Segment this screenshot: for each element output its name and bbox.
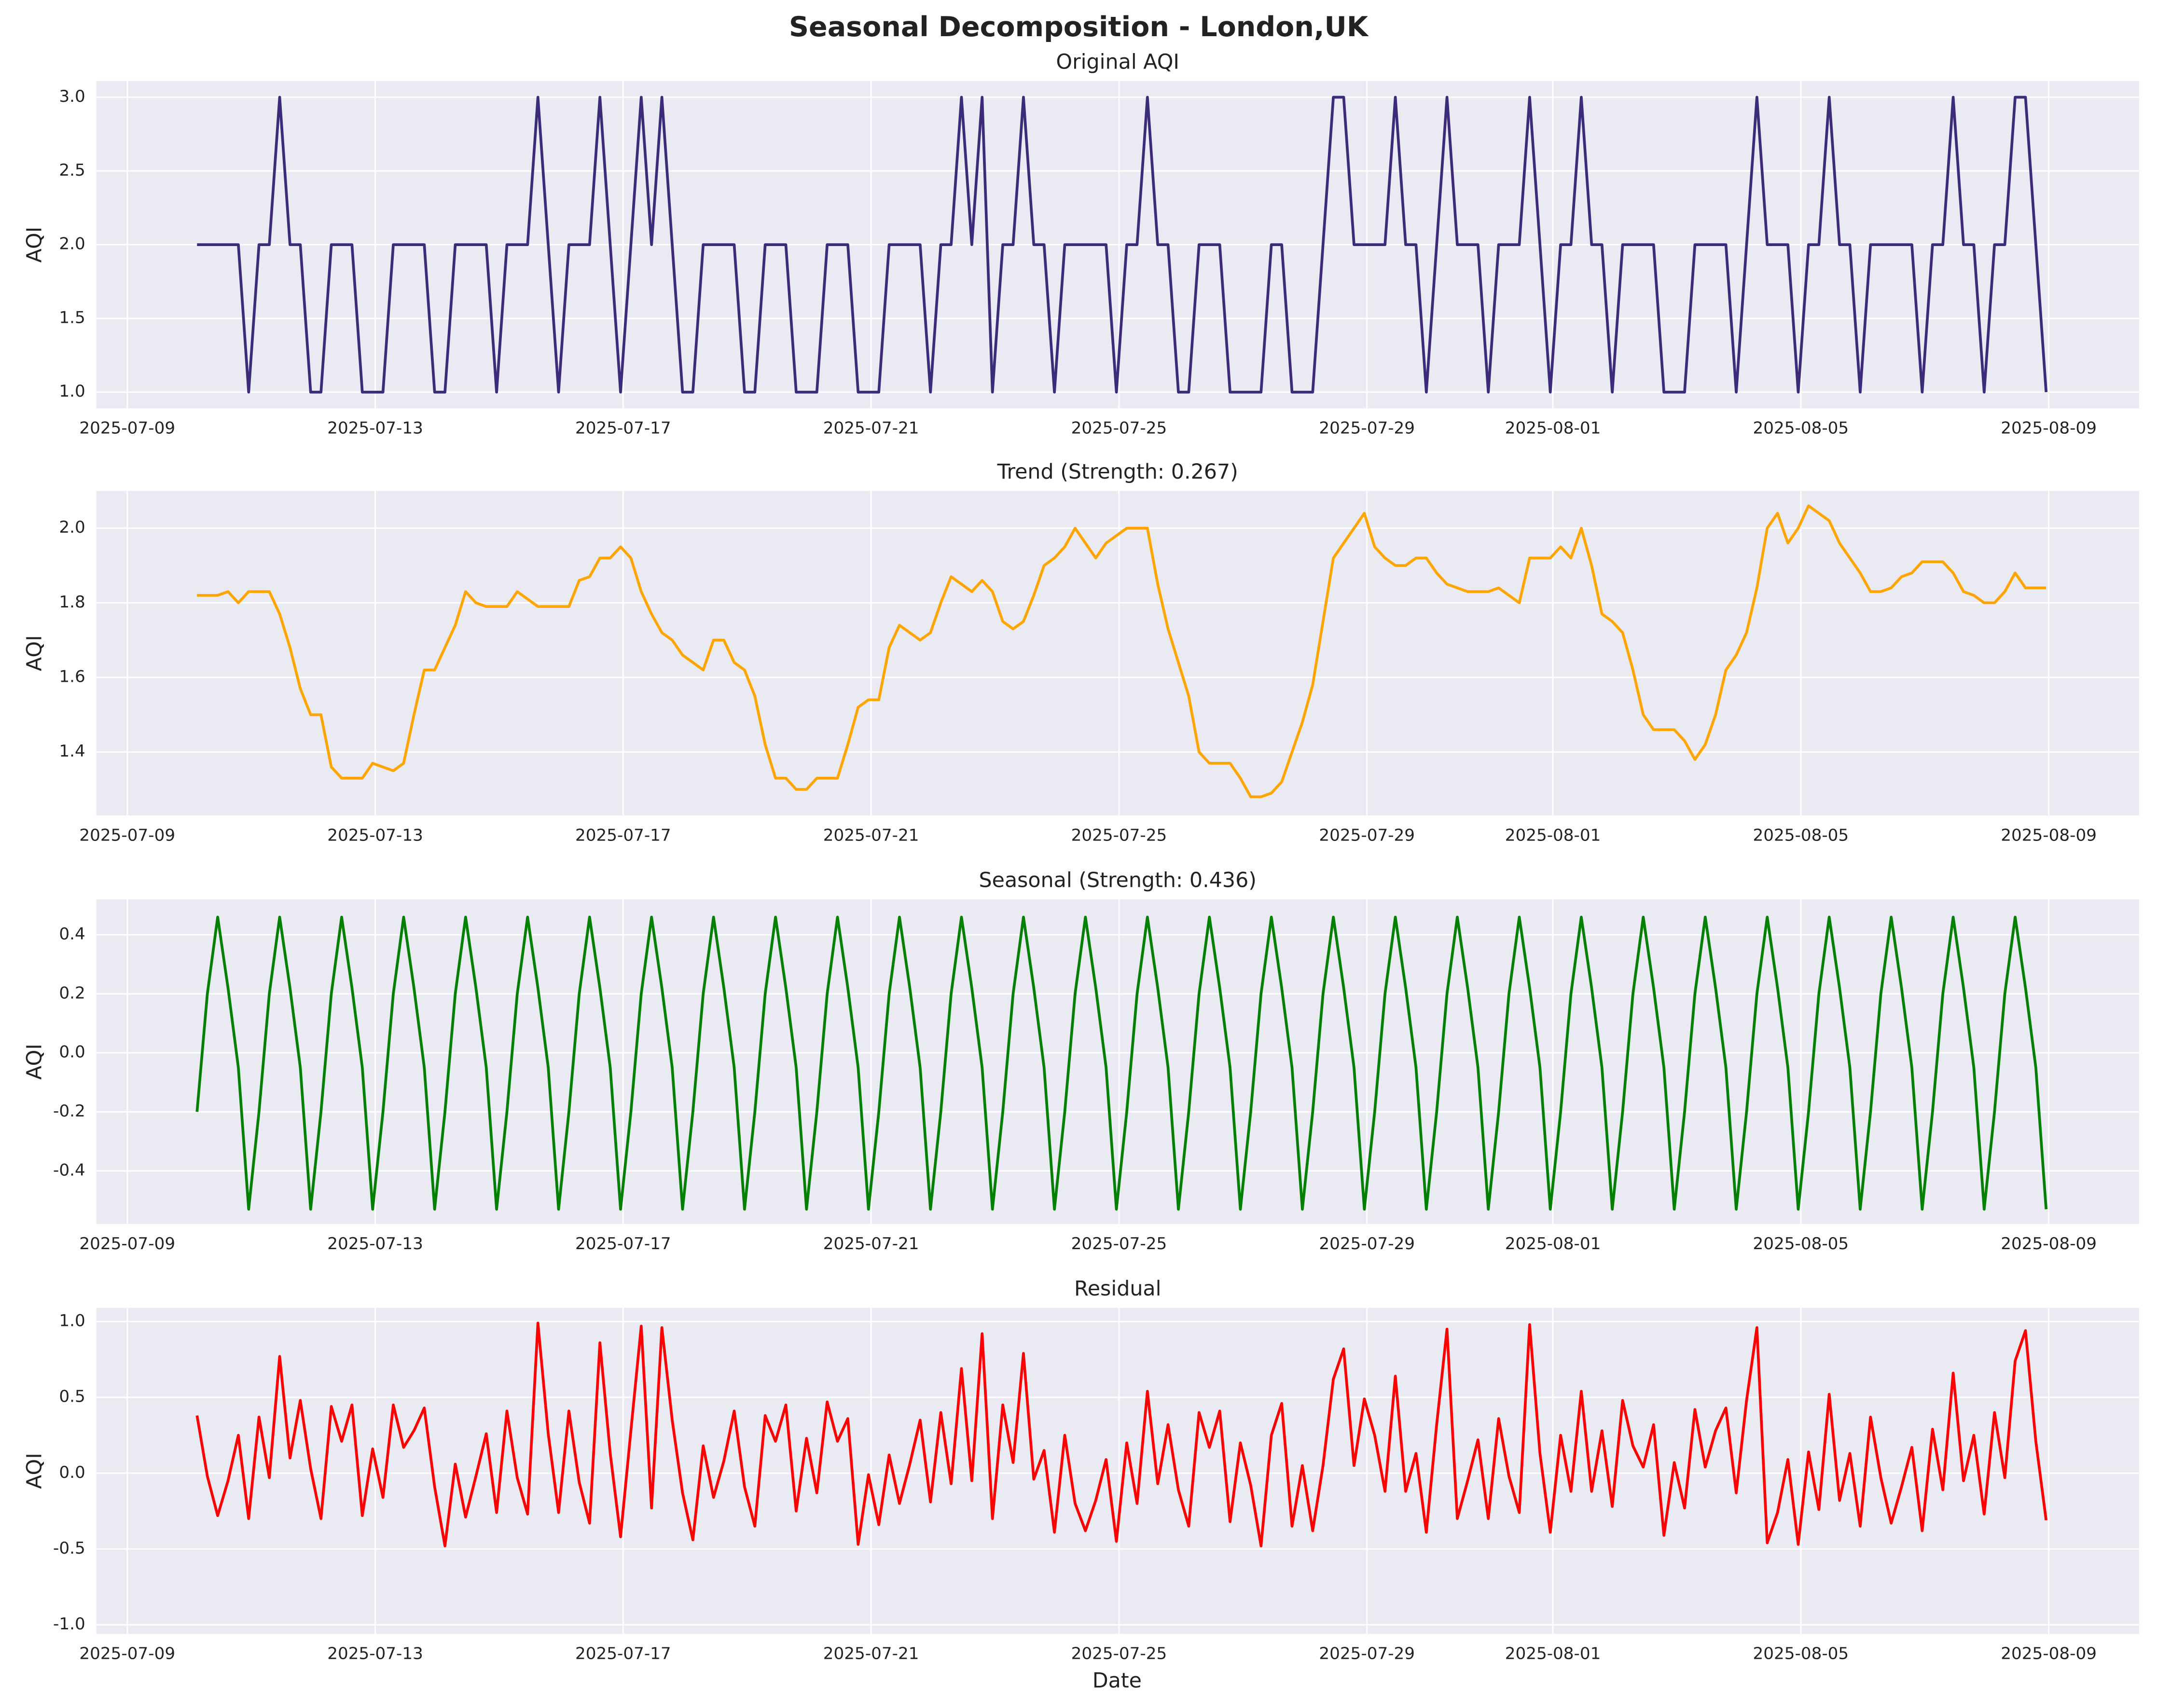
y-axis-label: AQI	[23, 1044, 47, 1080]
x-tick-label: 2025-07-25	[1071, 1234, 1167, 1253]
y-tick-label: 1.6	[59, 667, 85, 687]
x-tick-label: 2025-07-21	[823, 1234, 919, 1253]
x-tick-label: 2025-08-09	[2001, 1234, 2097, 1253]
x-tick-label: 2025-08-01	[1505, 826, 1601, 845]
x-tick-label: 2025-07-29	[1319, 1644, 1415, 1664]
y-tick-label: 0.0	[59, 1463, 85, 1482]
x-tick-label: 2025-07-09	[79, 1234, 175, 1253]
x-tick-label: 2025-08-01	[1505, 419, 1601, 438]
x-tick-label: 2025-07-25	[1071, 826, 1167, 845]
x-tick-label: 2025-07-09	[79, 419, 175, 438]
x-tick-label: 2025-08-05	[1753, 419, 1849, 438]
x-tick-label: 2025-07-17	[575, 1644, 671, 1664]
plot-area	[96, 491, 2139, 816]
subplot-title: Original AQI	[1056, 50, 1179, 74]
y-tick-label: -0.5	[53, 1539, 85, 1558]
subplot-title: Residual	[1074, 1277, 1161, 1301]
y-tick-label: 3.0	[59, 87, 85, 106]
y-tick-label: 2.5	[59, 161, 85, 180]
series-line	[197, 504, 2046, 799]
y-tick-label: 1.4	[59, 742, 85, 761]
y-tick-label: 0.4	[59, 924, 85, 944]
series-line	[197, 96, 2048, 394]
x-tick-label: 2025-08-05	[1753, 826, 1849, 845]
x-tick-label: 2025-08-09	[2001, 826, 2097, 845]
x-tick-label: 2025-07-13	[327, 1644, 423, 1664]
subplot: -0.4 -0.2 0.0 0.2 0.4 2025-07-09 2025-07-13 202…	[23, 868, 2139, 1253]
x-tick-label: 2025-07-21	[823, 826, 919, 845]
y-tick-label: 1.8	[59, 592, 85, 612]
x-tick-label: 2025-08-05	[1753, 1644, 1849, 1664]
x-tick-label: 2025-07-13	[327, 1234, 423, 1253]
y-axis-label: AQI	[23, 1453, 47, 1489]
x-tick-label: 2025-07-17	[575, 826, 671, 845]
y-tick-label: 0.0	[59, 1043, 85, 1062]
y-tick-label: 2.0	[59, 234, 85, 254]
plot-area	[96, 899, 2139, 1224]
y-tick-label: 1.5	[59, 308, 85, 327]
y-tick-label: -1.0	[53, 1614, 85, 1634]
x-tick-label: 2025-07-17	[575, 419, 671, 438]
x-tick-label: 2025-08-05	[1753, 1234, 1849, 1253]
series-line	[195, 915, 2048, 1211]
y-axis-label: AQI	[23, 227, 47, 263]
figure-title: Seasonal Decomposition - London,UK	[789, 11, 1369, 43]
x-axis-label: Date	[1092, 1669, 1142, 1693]
x-tick-label: 2025-08-09	[2001, 419, 2097, 438]
x-tick-label: 2025-07-29	[1319, 1234, 1415, 1253]
subplot: -1.0 -0.5 0.0 0.5 1.0 2025-07-09 2025-07-13 202…	[23, 1277, 2139, 1664]
subplot: 1.4 1.6 1.8 2.0 2025-07-09 2025-07-13 2025-07-…	[23, 460, 2139, 845]
subplot-title: Seasonal (Strength: 0.436)	[979, 868, 1257, 893]
plot-area	[96, 1308, 2139, 1634]
y-tick-label: 2.0	[59, 518, 85, 537]
subplot-title: Trend (Strength: 0.267)	[997, 460, 1238, 484]
x-tick-label: 2025-07-25	[1071, 419, 1167, 438]
x-tick-label: 2025-07-09	[79, 1644, 175, 1664]
y-tick-label: 1.0	[59, 1311, 85, 1331]
x-tick-label: 2025-07-13	[327, 826, 423, 845]
x-tick-label: 2025-08-01	[1505, 1644, 1601, 1664]
series-line	[195, 1322, 2048, 1547]
x-tick-label: 2025-07-21	[823, 1644, 919, 1664]
subplot: 1.0 1.5 2.0 2.5 3.0 2025-07-09 2025-07-13 2025-…	[23, 50, 2139, 438]
x-tick-label: 2025-07-21	[823, 419, 919, 438]
y-tick-label: 0.5	[59, 1387, 85, 1406]
y-axis-label: AQI	[23, 635, 47, 671]
x-tick-label: 2025-07-13	[327, 419, 423, 438]
y-tick-label: -0.2	[53, 1102, 85, 1121]
y-tick-label: 0.2	[59, 983, 85, 1003]
y-tick-label: -0.4	[53, 1160, 85, 1180]
x-tick-label: 2025-07-25	[1071, 1644, 1167, 1664]
x-tick-label: 2025-07-17	[575, 1234, 671, 1253]
y-tick-label: 1.0	[59, 382, 85, 401]
x-tick-label: 2025-08-09	[2001, 1644, 2097, 1664]
x-tick-label: 2025-07-29	[1319, 826, 1415, 845]
x-tick-label: 2025-07-29	[1319, 419, 1415, 438]
x-tick-label: 2025-08-01	[1505, 1234, 1601, 1253]
x-tick-label: 2025-07-09	[79, 826, 175, 845]
